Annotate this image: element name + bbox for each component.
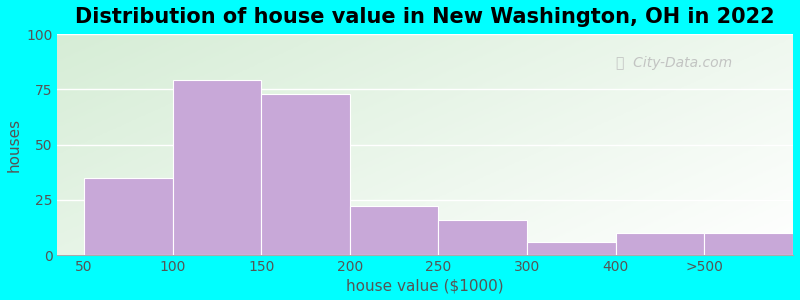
Title: Distribution of house value in New Washington, OH in 2022: Distribution of house value in New Washi…	[75, 7, 775, 27]
Bar	[173, 80, 262, 255]
Bar	[616, 233, 705, 255]
Bar	[527, 242, 616, 255]
Bar	[438, 220, 527, 255]
Bar	[350, 206, 438, 255]
X-axis label: house value ($1000): house value ($1000)	[346, 278, 504, 293]
Y-axis label: houses: houses	[7, 118, 22, 172]
Bar	[705, 233, 793, 255]
Text: ⓘ  City-Data.com: ⓘ City-Data.com	[617, 56, 733, 70]
Bar	[84, 178, 173, 255]
Bar	[262, 94, 350, 255]
